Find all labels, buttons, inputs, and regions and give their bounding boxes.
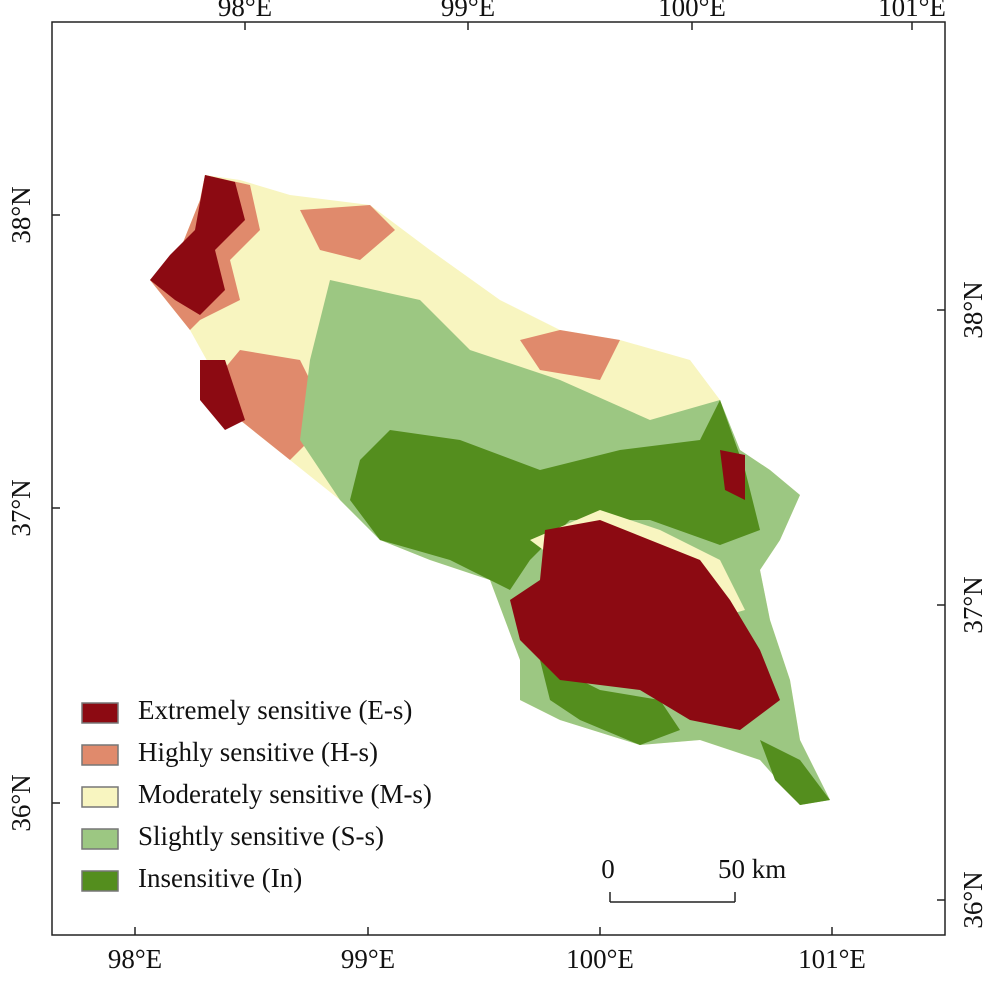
ticks: 98°E 99°E 100°E 101°E 98°E 99°E 100°E 101°E 38°N… [6,0,988,974]
top-tick-label: 99°E [441,0,495,22]
legend-label: Highly sensitive (H-s) [138,737,378,767]
right-tick-label: 36°N [958,871,988,928]
legend-swatch [81,702,119,724]
scale-start: 0 [601,854,615,884]
region-high [520,330,620,380]
legend-swatch [81,786,119,808]
legend-swatch [81,870,119,892]
region-extreme [510,520,780,730]
legend-swatch [81,744,119,766]
legend-swatch [81,828,119,850]
regions [150,175,830,805]
region-insensitive [350,400,760,590]
left-tick-label: 38°N [6,186,36,243]
bottom-tick-label: 101°E [798,944,866,974]
left-tick-label: 36°N [6,774,36,831]
bottom-tick-label: 99°E [341,944,395,974]
legend-label: Slightly sensitive (S-s) [138,821,384,851]
region-extreme [720,450,745,500]
region-extreme [150,175,245,315]
legend-label: Insensitive (In) [138,863,302,893]
legend-label: Moderately sensitive (M-s) [138,779,432,809]
bottom-tick-label: 100°E [566,944,634,974]
right-tick-label: 38°N [958,281,988,338]
region-high [300,205,395,260]
region-insensitive [760,740,830,805]
top-tick-label: 101°E [878,0,946,22]
bottom-tick-label: 98°E [108,944,162,974]
top-tick-label: 98°E [218,0,272,22]
region-extreme [200,360,245,430]
scale-end: 50 km [718,854,786,884]
right-tick-label: 37°N [958,576,988,633]
top-tick-label: 100°E [658,0,726,22]
left-tick-label: 37°N [6,479,36,536]
legend: Extremely sensitive (E-s) Highly sensitiv… [81,695,432,893]
legend-label: Extremely sensitive (E-s) [138,695,412,725]
